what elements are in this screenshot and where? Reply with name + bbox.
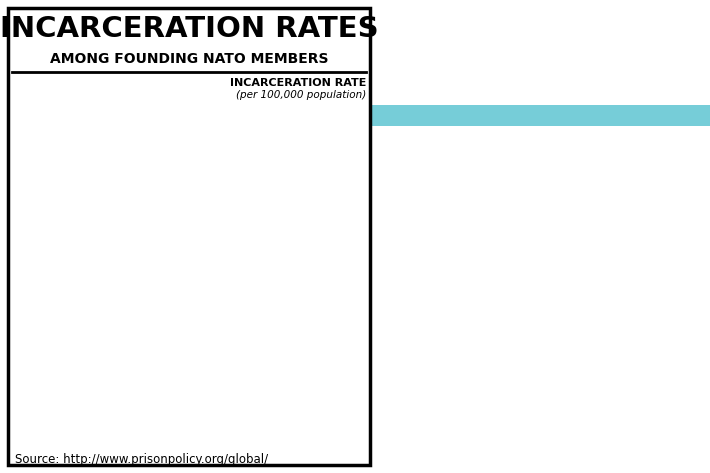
- Text: 73: 73: [195, 390, 217, 405]
- Bar: [130, 356, 200, 377]
- Bar: [130, 105, 710, 126]
- Text: 136: 136: [249, 171, 281, 186]
- Text: 122: 122: [237, 202, 269, 217]
- Text: AMONG FOUNDING NATO MEMBERS: AMONG FOUNDING NATO MEMBERS: [50, 52, 328, 66]
- Bar: [130, 325, 214, 345]
- Text: 147: 147: [258, 140, 290, 155]
- Text: 98: 98: [217, 328, 238, 343]
- Text: 106: 106: [224, 297, 256, 311]
- Bar: [130, 419, 191, 439]
- Bar: [130, 263, 222, 283]
- Text: Source: http://www.prisonpolicy.org/global/: Source: http://www.prisonpolicy.org/glob…: [15, 453, 268, 466]
- Bar: [130, 231, 231, 251]
- Text: 82: 82: [203, 359, 224, 374]
- Text: 72: 72: [195, 422, 216, 437]
- Text: INCARCERATION RATE: INCARCERATION RATE: [230, 78, 366, 88]
- Text: 108: 108: [225, 265, 257, 280]
- Bar: [130, 388, 192, 408]
- Bar: [130, 137, 255, 157]
- Bar: [130, 200, 234, 220]
- Bar: [130, 168, 246, 189]
- Text: INCARCERATION RATES: INCARCERATION RATES: [0, 15, 378, 43]
- Text: (per 100,000 population): (per 100,000 population): [236, 90, 366, 100]
- Bar: [130, 294, 220, 314]
- Text: 118: 118: [234, 234, 266, 249]
